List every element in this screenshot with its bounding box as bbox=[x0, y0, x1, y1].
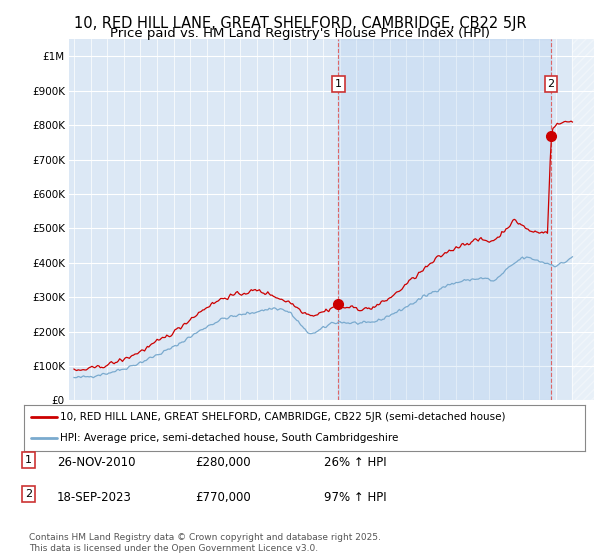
Bar bbox=[338, 39, 551, 400]
Text: 1: 1 bbox=[25, 455, 32, 465]
Text: Price paid vs. HM Land Registry's House Price Index (HPI): Price paid vs. HM Land Registry's House … bbox=[110, 27, 490, 40]
Text: 10, RED HILL LANE, GREAT SHELFORD, CAMBRIDGE, CB22 5JR (semi-detached house): 10, RED HILL LANE, GREAT SHELFORD, CAMBR… bbox=[61, 412, 506, 422]
Text: 2: 2 bbox=[548, 79, 554, 89]
Text: 2: 2 bbox=[25, 489, 32, 499]
Text: 26-NOV-2010: 26-NOV-2010 bbox=[57, 456, 136, 469]
Bar bbox=[572, 39, 594, 400]
Text: £770,000: £770,000 bbox=[195, 491, 251, 503]
Text: 10, RED HILL LANE, GREAT SHELFORD, CAMBRIDGE, CB22 5JR: 10, RED HILL LANE, GREAT SHELFORD, CAMBR… bbox=[74, 16, 526, 31]
Text: £280,000: £280,000 bbox=[195, 456, 251, 469]
Text: HPI: Average price, semi-detached house, South Cambridgeshire: HPI: Average price, semi-detached house,… bbox=[61, 433, 399, 444]
Text: 97% ↑ HPI: 97% ↑ HPI bbox=[324, 491, 386, 503]
Text: Contains HM Land Registry data © Crown copyright and database right 2025.
This d: Contains HM Land Registry data © Crown c… bbox=[29, 533, 380, 553]
Text: 1: 1 bbox=[335, 79, 342, 89]
Text: 26% ↑ HPI: 26% ↑ HPI bbox=[324, 456, 386, 469]
Text: 18-SEP-2023: 18-SEP-2023 bbox=[57, 491, 132, 503]
